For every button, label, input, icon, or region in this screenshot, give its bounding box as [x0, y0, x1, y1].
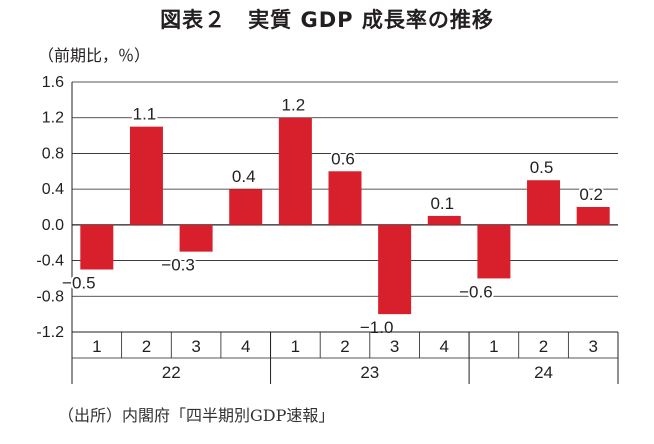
data-label: −0.6	[459, 282, 493, 301]
data-label: 0.4	[232, 167, 256, 186]
bar	[527, 180, 561, 225]
bar	[80, 224, 114, 270]
quarter-label: 2	[539, 337, 548, 356]
quarter-label: 4	[241, 337, 250, 356]
bar	[427, 215, 461, 225]
data-label: 1.2	[282, 96, 306, 115]
data-label: 0.5	[530, 158, 554, 177]
y-tick-label: -1.2	[36, 324, 64, 341]
y-tick-label: 1.2	[42, 110, 64, 127]
y-tick-label: 1.6	[42, 74, 64, 91]
quarter-label: 1	[92, 337, 101, 356]
bar	[229, 189, 263, 225]
bar	[328, 171, 362, 225]
y-tick-label: -0.8	[36, 288, 64, 305]
y-axis-unit-label: （前期比，％）	[38, 46, 151, 65]
quarter-label: 2	[340, 337, 349, 356]
data-label: 1.1	[133, 105, 157, 124]
bar	[278, 117, 312, 225]
data-label: −0.5	[62, 274, 96, 293]
bar	[378, 224, 412, 315]
quarter-label: 1	[291, 337, 300, 356]
bar	[129, 126, 163, 225]
quarter-label: 1	[489, 337, 498, 356]
source-note: （出所）内閣府「四半期別GDP速報」	[58, 406, 335, 425]
y-tick-label: 0.4	[42, 181, 64, 198]
bar	[576, 207, 610, 225]
quarter-label: 2	[142, 337, 151, 356]
data-label: −1.0	[360, 318, 394, 337]
year-label: 23	[360, 363, 379, 382]
y-tick-label: -0.4	[36, 253, 64, 270]
year-label: 24	[534, 363, 553, 382]
y-tick-label: 0.8	[42, 145, 64, 162]
bar	[477, 224, 511, 279]
y-tick-label: 0.0	[42, 217, 64, 234]
data-label: 0.2	[579, 185, 603, 204]
quarter-label: 3	[588, 337, 597, 356]
quarter-label: 4	[440, 337, 449, 356]
data-label: −0.3	[161, 256, 195, 275]
data-label: 0.1	[430, 194, 454, 213]
year-label: 22	[162, 363, 181, 382]
quarter-label: 3	[191, 337, 200, 356]
data-label: 0.6	[331, 149, 355, 168]
quarter-label: 3	[390, 337, 399, 356]
chart-title: 図表２ 実質 GDP 成長率の推移	[160, 8, 494, 32]
bar	[179, 224, 213, 252]
